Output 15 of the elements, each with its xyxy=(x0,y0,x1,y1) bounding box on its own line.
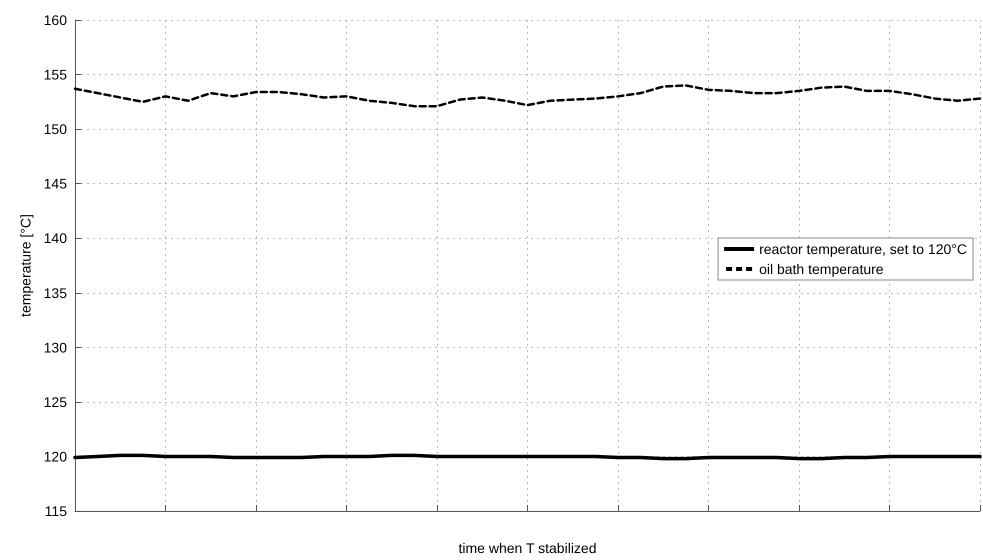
y-tick-label: 115 xyxy=(44,503,68,519)
y-tick-label: 145 xyxy=(44,176,68,192)
y-tick-label: 135 xyxy=(44,284,68,301)
legend-label: reactor temperature, set to 120°C xyxy=(759,241,967,257)
y-tick-label: 120 xyxy=(44,448,68,464)
legend-label: oil bath temperature xyxy=(759,261,884,277)
y-axis-title: temperature [°C] xyxy=(18,214,34,317)
y-tick-label: 130 xyxy=(44,339,68,356)
y-tick-label: 150 xyxy=(44,121,68,138)
y-tick-label: 125 xyxy=(44,394,68,410)
x-axis-title: time when T stabilized xyxy=(458,540,596,556)
line-series xyxy=(74,84,982,108)
y-tick-label: 140 xyxy=(44,230,68,246)
y-tick-label: 155 xyxy=(44,66,68,83)
y-tick-label: 160 xyxy=(44,12,68,28)
